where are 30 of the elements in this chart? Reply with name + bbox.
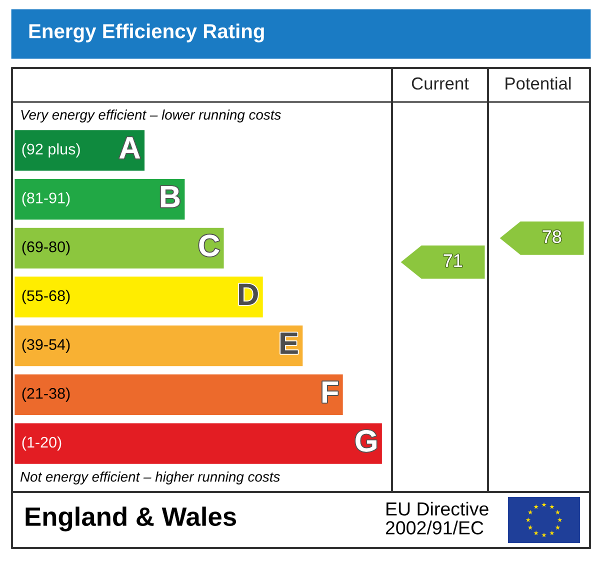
bar bbox=[14, 324, 304, 368]
bar bbox=[14, 226, 226, 270]
text: Not energy efficient – higher running costs bbox=[20, 472, 280, 484]
annotation: F bbox=[322, 382, 338, 403]
category-label: Current bbox=[412, 77, 469, 90]
annotation: C bbox=[199, 234, 220, 256]
y-tick-label: (21-38) bbox=[22, 388, 70, 402]
y-tick-label: (1-20) bbox=[22, 436, 62, 451]
category-label: Potential bbox=[506, 76, 571, 90]
data-label: 71 bbox=[444, 254, 462, 267]
text: Very energy efficient – lower running costs bbox=[21, 110, 281, 122]
annotation: D bbox=[239, 284, 258, 305]
y-tick-label: (81-91) bbox=[22, 192, 70, 206]
bar bbox=[14, 275, 264, 319]
data-label: 78 bbox=[542, 230, 562, 244]
text: England & Wales bbox=[26, 506, 236, 532]
y-tick-label: (69-80) bbox=[22, 241, 70, 256]
annotation: B bbox=[160, 186, 180, 208]
y-tick-label: (39-54) bbox=[22, 338, 70, 353]
bar bbox=[14, 178, 186, 221]
annotation: A bbox=[120, 137, 140, 158]
bar bbox=[14, 422, 384, 466]
chart-title: Energy Efficiency Rating bbox=[29, 24, 264, 42]
annotation: E bbox=[280, 332, 298, 354]
text: EU Directive 2002/91/EC bbox=[386, 502, 488, 534]
bar bbox=[14, 373, 344, 416]
bar bbox=[14, 128, 146, 172]
annotation: G bbox=[356, 430, 376, 452]
y-tick-label: (55-68) bbox=[22, 290, 70, 304]
y-tick-label: (92 plus) bbox=[22, 143, 80, 158]
